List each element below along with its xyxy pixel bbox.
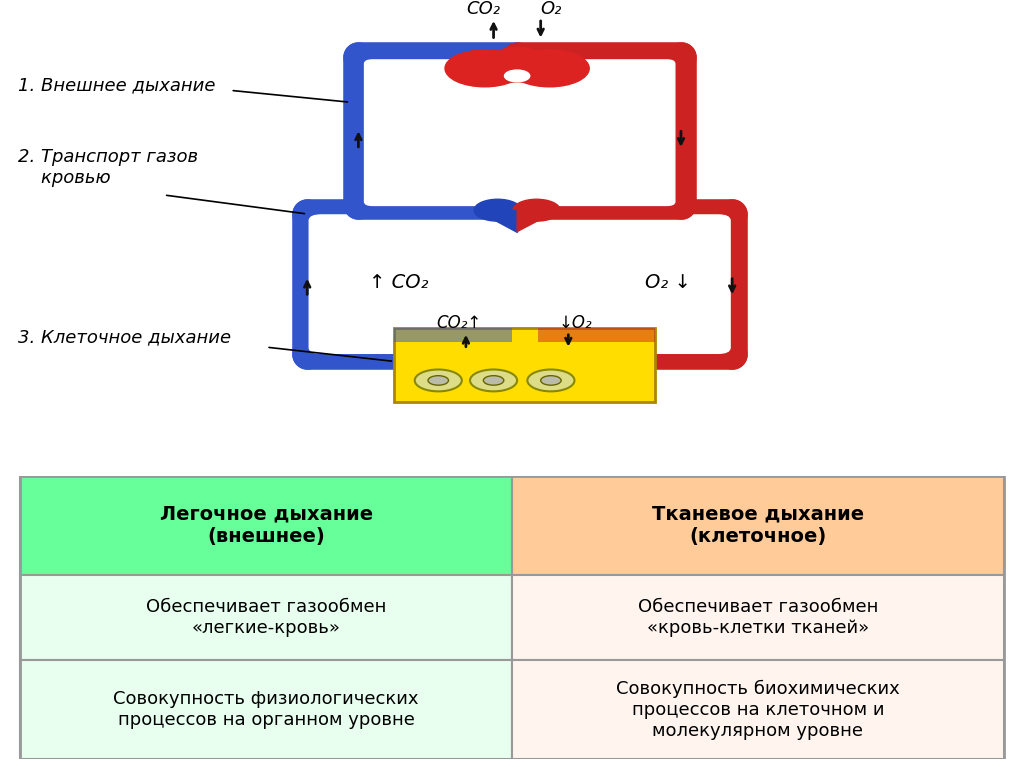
Circle shape (527, 370, 574, 391)
FancyBboxPatch shape (20, 575, 512, 660)
Text: CO₂↑: CO₂↑ (436, 314, 481, 332)
Text: 1. Внешнее дыхание: 1. Внешнее дыхание (18, 77, 216, 94)
Text: ↑ CO₂: ↑ CO₂ (369, 273, 428, 291)
Text: 3. Клеточное дыхание: 3. Клеточное дыхание (18, 328, 231, 347)
FancyBboxPatch shape (365, 60, 675, 206)
Circle shape (445, 50, 524, 87)
Circle shape (470, 370, 517, 391)
Text: O₂: O₂ (541, 0, 561, 18)
FancyBboxPatch shape (394, 328, 512, 342)
FancyBboxPatch shape (20, 660, 512, 759)
Circle shape (415, 370, 462, 391)
FancyBboxPatch shape (394, 328, 655, 402)
FancyBboxPatch shape (20, 476, 512, 575)
Circle shape (505, 70, 529, 82)
Circle shape (474, 199, 521, 221)
Polygon shape (476, 210, 517, 232)
Circle shape (428, 376, 449, 385)
Text: Тканевое дыхание
(клеточное): Тканевое дыхание (клеточное) (652, 505, 864, 545)
Circle shape (483, 376, 504, 385)
Circle shape (513, 199, 560, 221)
FancyBboxPatch shape (309, 215, 730, 354)
Text: Обеспечивает газообмен
«легкие-кровь»: Обеспечивает газообмен «легкие-кровь» (146, 598, 386, 637)
Text: Обеспечивает газообмен
«кровь-клетки тканей»: Обеспечивает газообмен «кровь-клетки тка… (638, 598, 878, 637)
Polygon shape (517, 210, 558, 232)
Text: O₂ ↓: O₂ ↓ (645, 273, 691, 291)
FancyBboxPatch shape (512, 476, 1004, 575)
FancyBboxPatch shape (512, 660, 1004, 759)
FancyBboxPatch shape (512, 575, 1004, 660)
Circle shape (510, 50, 589, 87)
FancyBboxPatch shape (498, 57, 537, 82)
Text: ↓O₂: ↓O₂ (559, 314, 592, 332)
Text: CO₂: CO₂ (466, 0, 501, 18)
Circle shape (541, 376, 561, 385)
Circle shape (490, 48, 544, 73)
FancyBboxPatch shape (538, 328, 655, 342)
Text: Совокупность биохимических
процессов на клеточном и
молекулярном уровне: Совокупность биохимических процессов на … (616, 680, 900, 739)
Text: 2. Транспорт газов
    кровью: 2. Транспорт газов кровью (18, 148, 199, 187)
Text: Легочное дыхание
(внешнее): Легочное дыхание (внешнее) (160, 505, 373, 545)
Text: Совокупность физиологических
процессов на органном уровне: Совокупность физиологических процессов н… (114, 690, 419, 729)
